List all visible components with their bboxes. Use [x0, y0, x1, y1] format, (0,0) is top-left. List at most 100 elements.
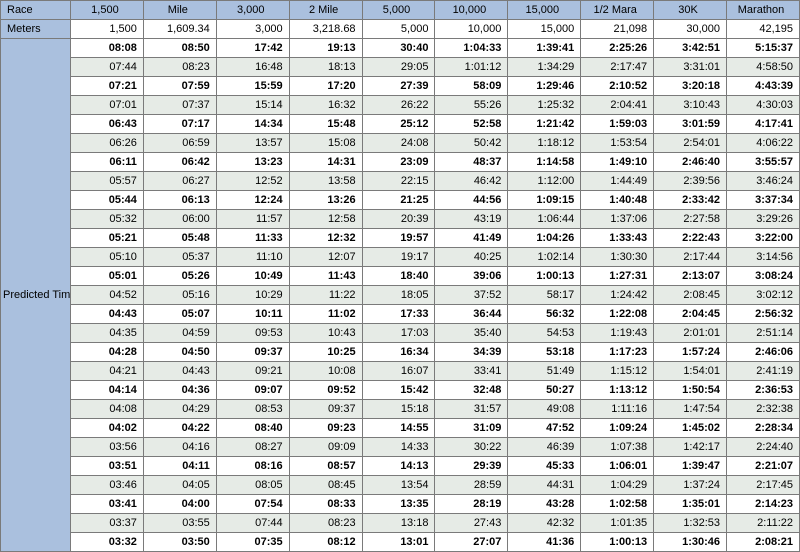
time-cell: 19:17 [362, 248, 435, 267]
table-row: 06:2606:5913:5715:0824:0850:421:18:121:5… [1, 134, 800, 153]
time-cell: 3:10:43 [654, 96, 727, 115]
time-cell: 3:22:00 [727, 229, 800, 248]
col-head: Mile [143, 1, 216, 20]
time-cell: 15:08 [289, 134, 362, 153]
time-cell: 1:34:29 [508, 58, 581, 77]
time-cell: 58:09 [435, 77, 508, 96]
time-cell: 15:14 [216, 96, 289, 115]
time-cell: 1:44:49 [581, 172, 654, 191]
col-head: 1/2 Mara [581, 1, 654, 20]
time-cell: 53:18 [508, 343, 581, 362]
race-label: Race [1, 1, 71, 20]
time-cell: 04:59 [143, 324, 216, 343]
time-cell: 04:08 [71, 400, 144, 419]
time-cell: 2:11:22 [727, 514, 800, 533]
time-cell: 17:42 [216, 39, 289, 58]
time-cell: 2:51:14 [727, 324, 800, 343]
time-cell: 1:15:12 [581, 362, 654, 381]
time-cell: 09:23 [289, 419, 362, 438]
time-cell: 14:31 [289, 153, 362, 172]
table-row: 06:1106:4213:2314:3123:0948:371:14:581:4… [1, 153, 800, 172]
time-cell: 10:29 [216, 286, 289, 305]
time-cell: 11:33 [216, 229, 289, 248]
time-cell: 08:08 [71, 39, 144, 58]
time-cell: 3:20:18 [654, 77, 727, 96]
time-cell: 47:52 [508, 419, 581, 438]
time-cell: 2:39:56 [654, 172, 727, 191]
time-cell: 2:08:45 [654, 286, 727, 305]
time-cell: 2:21:07 [727, 457, 800, 476]
time-cell: 32:48 [435, 381, 508, 400]
time-cell: 04:28 [71, 343, 144, 362]
col-head: 3,000 [216, 1, 289, 20]
time-cell: 26:22 [362, 96, 435, 115]
meters-cell: 30,000 [654, 20, 727, 39]
time-cell: 09:37 [216, 343, 289, 362]
time-cell: 2:32:38 [727, 400, 800, 419]
time-cell: 03:46 [71, 476, 144, 495]
time-cell: 14:55 [362, 419, 435, 438]
time-cell: 09:37 [289, 400, 362, 419]
time-cell: 4:58:50 [727, 58, 800, 77]
time-cell: 10:49 [216, 267, 289, 286]
time-cell: 43:28 [508, 495, 581, 514]
time-cell: 05:01 [71, 267, 144, 286]
time-cell: 1:30:46 [654, 533, 727, 552]
time-cell: 03:37 [71, 514, 144, 533]
time-cell: 16:34 [362, 343, 435, 362]
time-cell: 18:40 [362, 267, 435, 286]
table-row: Predicted Times08:0808:5017:4219:1330:40… [1, 39, 800, 58]
table-row: 04:1404:3609:0709:5215:4232:4850:271:13:… [1, 381, 800, 400]
time-cell: 13:01 [362, 533, 435, 552]
time-cell: 15:42 [362, 381, 435, 400]
time-cell: 42:32 [508, 514, 581, 533]
time-cell: 1:00:13 [581, 533, 654, 552]
time-cell: 08:27 [216, 438, 289, 457]
table-row: 05:5706:2712:5213:5822:1546:421:12:001:4… [1, 172, 800, 191]
time-cell: 2:17:44 [654, 248, 727, 267]
pace-table: Race 1,500 Mile 3,000 2 Mile 5,000 10,00… [0, 0, 800, 552]
time-cell: 52:58 [435, 115, 508, 134]
col-head: 5,000 [362, 1, 435, 20]
time-cell: 54:53 [508, 324, 581, 343]
table-row: 07:2107:5915:5917:2027:3958:091:29:462:1… [1, 77, 800, 96]
time-cell: 06:27 [143, 172, 216, 191]
time-cell: 08:23 [289, 514, 362, 533]
time-cell: 36:44 [435, 305, 508, 324]
time-cell: 07:37 [143, 96, 216, 115]
time-cell: 3:01:59 [654, 115, 727, 134]
time-cell: 3:46:24 [727, 172, 800, 191]
time-cell: 2:22:43 [654, 229, 727, 248]
time-cell: 2:54:01 [654, 134, 727, 153]
time-cell: 21:25 [362, 191, 435, 210]
time-cell: 08:33 [289, 495, 362, 514]
time-cell: 1:50:54 [654, 381, 727, 400]
meters-cell: 21,098 [581, 20, 654, 39]
header-row-race: Race 1,500 Mile 3,000 2 Mile 5,000 10,00… [1, 1, 800, 20]
table-row: 05:1005:3711:1012:0719:1740:251:02:141:3… [1, 248, 800, 267]
time-cell: 1:21:42 [508, 115, 581, 134]
time-cell: 30:40 [362, 39, 435, 58]
time-cell: 13:35 [362, 495, 435, 514]
time-cell: 5:15:37 [727, 39, 800, 58]
time-cell: 15:59 [216, 77, 289, 96]
time-cell: 1:59:03 [581, 115, 654, 134]
table-row: 07:4408:2316:4818:1329:051:01:121:34:292… [1, 58, 800, 77]
col-head: 1,500 [71, 1, 144, 20]
time-cell: 17:20 [289, 77, 362, 96]
time-cell: 28:19 [435, 495, 508, 514]
col-head: 15,000 [508, 1, 581, 20]
meters-cell: 5,000 [362, 20, 435, 39]
time-cell: 41:36 [508, 533, 581, 552]
time-cell: 1:54:01 [654, 362, 727, 381]
time-cell: 58:17 [508, 286, 581, 305]
time-cell: 14:33 [362, 438, 435, 457]
time-cell: 12:07 [289, 248, 362, 267]
time-cell: 05:57 [71, 172, 144, 191]
time-cell: 2:28:34 [727, 419, 800, 438]
time-cell: 11:43 [289, 267, 362, 286]
time-cell: 03:50 [143, 533, 216, 552]
time-cell: 1:33:43 [581, 229, 654, 248]
time-cell: 19:13 [289, 39, 362, 58]
time-cell: 3:14:56 [727, 248, 800, 267]
